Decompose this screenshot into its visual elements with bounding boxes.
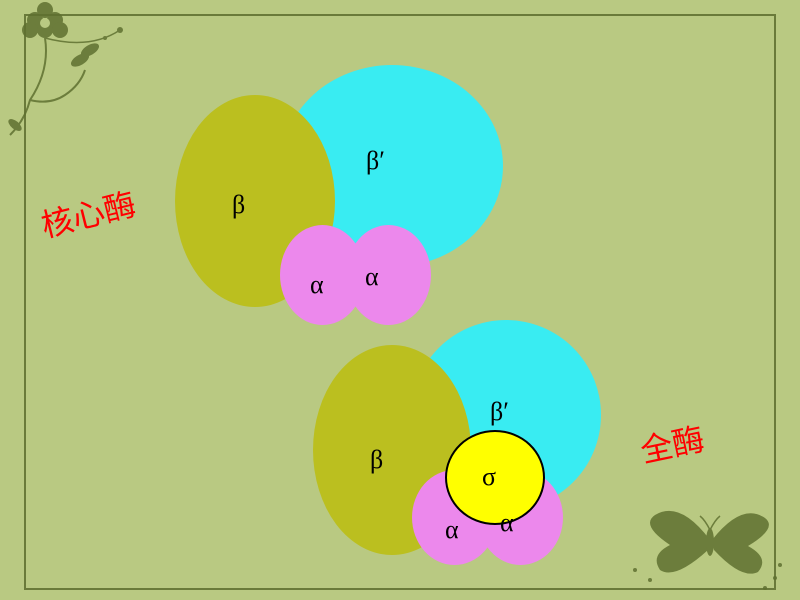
beta-prime-label: β′ [366, 146, 385, 176]
alpha-label: α [500, 508, 514, 538]
alpha-label: α [365, 262, 379, 292]
beta-label: β [370, 445, 383, 475]
alpha-subunit [346, 225, 431, 325]
alpha-label: α [310, 270, 324, 300]
core-enzyme-label: 核心酶 [36, 179, 140, 247]
holo-enzyme-label: 全酶 [636, 414, 708, 472]
flower-decoration-icon [0, 0, 160, 160]
beta-prime-label: β′ [490, 397, 509, 427]
butterfly-decoration-icon [620, 480, 790, 600]
sigma-label: σ [482, 462, 496, 492]
beta-label: β [232, 190, 245, 220]
alpha-label: α [445, 515, 459, 545]
